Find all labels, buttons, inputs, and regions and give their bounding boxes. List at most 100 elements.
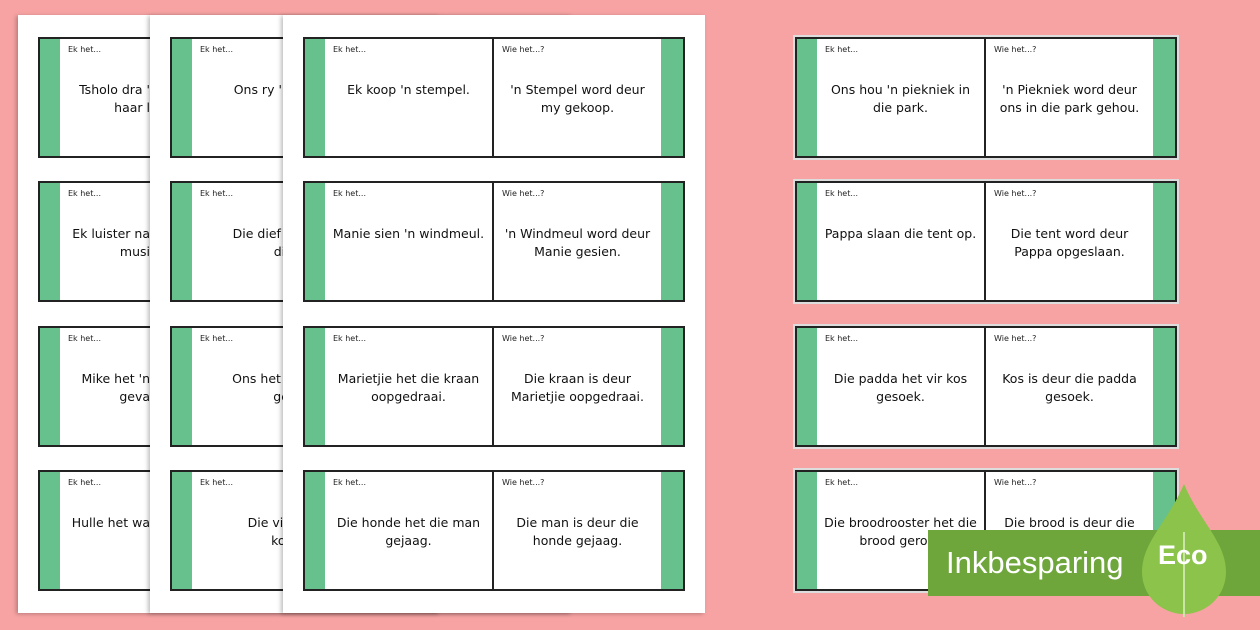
card-label: Ek het... (68, 45, 101, 54)
card: Ek het... Pappa slaan die tent op. Wie het… (795, 181, 1177, 302)
card-text: Die brood is deur die (1004, 515, 1135, 530)
card-right: Wie het...? Kos is deur die padda gesoek. (984, 328, 1153, 445)
card-label: Ek het... (200, 334, 233, 343)
worksheet-page: Ek het... Ek koop 'n stempel. Wie het...? '… (283, 15, 705, 613)
card-left: Ek het... Hulle het wa (60, 472, 150, 589)
card-label: Wie het...? (994, 189, 1037, 198)
card-text-line: Tsholo dra ' (79, 82, 150, 97)
card-green-strip (661, 39, 683, 156)
card-right: Wie het...? Die kraan is deur Marietjie o… (492, 328, 661, 445)
card-green-strip (40, 183, 60, 300)
card: Ek het... Ek koop 'n stempel. Wie het...? '… (303, 37, 685, 158)
card-green-strip (305, 183, 325, 300)
card-label: Wie het...? (502, 45, 545, 54)
card-label: Ek het... (333, 334, 366, 343)
card-text: 'n Windmeul word deur Manie gesien. (504, 226, 651, 259)
card-label: Wie het...? (994, 334, 1037, 343)
card-text: Manie sien 'n windmeul. (332, 226, 485, 241)
card-green-strip (661, 183, 683, 300)
card-text-line: haar l (114, 100, 150, 115)
card-label: Ek het... (333, 45, 366, 54)
card-right: Wie het...? Die man is deur die honde gej… (492, 472, 661, 589)
card-label: Ek het... (825, 334, 858, 343)
card-left: Ek het... Ek koop 'n stempel. (325, 39, 492, 156)
card-text: Hulle het wa (72, 514, 150, 532)
card-green-strip (40, 39, 60, 156)
card-left: Ek het... Ons hou 'n piekniek in die park… (817, 39, 984, 156)
card-right: Wie het...? 'n Piekniek word deur ons in … (984, 39, 1153, 156)
card-label: Ek het... (68, 478, 101, 487)
card-label: Ek het... (825, 189, 858, 198)
card-text: 'n Stempel word deur my gekoop. (510, 82, 645, 115)
card-label: Ek het... (68, 334, 101, 343)
card-text: Tsholo dra ' haar l (79, 81, 150, 117)
card-text: Ek luister na musi (72, 225, 150, 261)
card-label: Ek het... (68, 189, 101, 198)
card: Ek het... Marietjie het die kraan oopgedr… (303, 326, 685, 447)
card-green-strip (1153, 328, 1175, 445)
card-left: Ek het... Die honde het die man gejaag. (325, 472, 492, 589)
card-right: Wie het...? 'n Windmeul word deur Manie g… (492, 183, 661, 300)
leaf-icon (1142, 484, 1226, 617)
card-label: Ek het... (825, 478, 858, 487)
card: Ek het... Ons hou 'n piekniek in die park… (795, 37, 1177, 158)
card-green-strip (661, 328, 683, 445)
card: Ek het... Die padda het vir kos gesoek. Wi… (795, 326, 1177, 447)
card-left: Ek het... Ek luister na musi (60, 183, 150, 300)
card-text-line: Hulle het wa (71, 515, 150, 530)
card-green-strip (305, 328, 325, 445)
card-text: Ek koop 'n stempel. (347, 82, 470, 97)
card-text: Mike het 'n geva (81, 370, 150, 406)
card-right: Wie het...? Die tent word deur Pappa opge… (984, 183, 1153, 300)
card-label: Ek het... (333, 189, 366, 198)
ink-saving-label: Inkbesparing (946, 545, 1124, 580)
card-green-strip (305, 472, 325, 589)
card-text: Die broodrooster het die brood geroos (824, 515, 977, 548)
card-label: Wie het...? (502, 334, 545, 343)
card-left: Ek het... Pappa slaan die tent op. (817, 183, 984, 300)
card-label: Ek het... (200, 45, 233, 54)
card-green-strip (797, 472, 817, 589)
card-green-strip (40, 472, 60, 589)
card-text: 'n Piekniek word deur ons in die park ge… (999, 82, 1140, 115)
card-label: Ek het... (200, 189, 233, 198)
card-text: Ons hou 'n piekniek in die park. (830, 82, 971, 115)
card: Ek het... Die honde het die man gejaag. Wi… (303, 470, 685, 591)
card-green-strip (172, 183, 192, 300)
card-left: Ek het... Marietjie het die kraan oopgedr… (325, 328, 492, 445)
card-label: Wie het...? (994, 45, 1037, 54)
card-green-strip (172, 472, 192, 589)
card-left: Ek het... Manie sien 'n windmeul. (325, 183, 492, 300)
card-left: Ek het... Die padda het vir kos gesoek. (817, 328, 984, 445)
card-green-strip (305, 39, 325, 156)
card-text: Die tent word deur Pappa opgeslaan. (1010, 226, 1129, 259)
card-green-strip (1153, 183, 1175, 300)
card-text: Kos is deur die padda gesoek. (1002, 371, 1137, 404)
card-text: Die man is deur die honde gejaag. (516, 515, 639, 548)
card-text: Marietjie het die kraan oopgedraai. (337, 371, 480, 404)
card-green-strip (1153, 39, 1175, 156)
card-left: Ek het... Mike het 'n geva (60, 328, 150, 445)
card-right: Wie het...? 'n Stempel word deur my gekoo… (492, 39, 661, 156)
card-green-strip (172, 328, 192, 445)
card-green-strip (661, 472, 683, 589)
card-text: Die padda het vir kos gesoek. (833, 371, 968, 404)
card-text: Die honde het die man gejaag. (336, 515, 481, 548)
card-left: Ek het... Tsholo dra ' haar l (60, 39, 150, 156)
card: Ek het... Manie sien 'n windmeul. Wie het.… (303, 181, 685, 302)
card-text-line: Ek luister na (72, 226, 150, 241)
card-label: Wie het...? (502, 478, 545, 487)
card-text-line: musi (119, 244, 150, 259)
card-label: Wie het...? (502, 189, 545, 198)
card-text-line: Mike het 'n (81, 371, 150, 386)
card-green-strip (40, 328, 60, 445)
card-text: Die kraan is deur Marietjie oopgedraai. (511, 371, 644, 404)
card-label: Ek het... (200, 478, 233, 487)
card-label: Ek het... (825, 45, 858, 54)
card-label: Ek het... (333, 478, 366, 487)
card-label: Wie het...? (994, 478, 1037, 487)
card-green-strip (797, 328, 817, 445)
card-green-strip (797, 39, 817, 156)
card-green-strip (172, 39, 192, 156)
eco-label: Eco (1158, 540, 1208, 570)
